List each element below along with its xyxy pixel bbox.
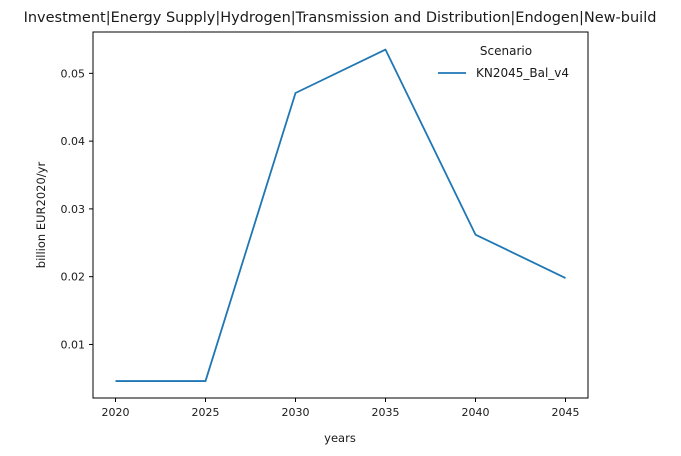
x-tick-label: 2020 — [102, 406, 130, 419]
y-tick-label: 0.01 — [61, 338, 86, 351]
legend-title: Scenario — [480, 44, 532, 58]
legend: Scenario KN2045_Bal_v4 — [438, 44, 569, 80]
x-tick-label: 2030 — [282, 406, 310, 419]
y-tick-label: 0.05 — [61, 67, 86, 80]
y-axis-label: billion EUR2020/yr — [34, 162, 48, 269]
y-axis: 0.01 0.02 0.03 0.04 0.05 — [61, 67, 93, 351]
y-tick-label: 0.03 — [61, 203, 86, 216]
legend-entry: KN2045_Bal_v4 — [476, 66, 569, 80]
plot-frame — [92, 31, 589, 399]
x-tick-label: 2035 — [372, 406, 400, 419]
x-tick-label: 2045 — [552, 406, 580, 419]
x-axis: 2020 2025 2030 2035 2040 2045 — [102, 398, 580, 419]
series-line-0 — [115, 48, 566, 382]
y-tick-label: 0.02 — [61, 271, 86, 284]
x-axis-label: years — [324, 431, 356, 445]
chart-title: Investment|Energy Supply|Hydrogen|Transm… — [24, 10, 657, 26]
x-tick-label: 2025 — [192, 406, 220, 419]
series-layer — [115, 48, 566, 382]
x-tick-label: 2040 — [462, 406, 490, 419]
y-tick-label: 0.04 — [61, 135, 86, 148]
